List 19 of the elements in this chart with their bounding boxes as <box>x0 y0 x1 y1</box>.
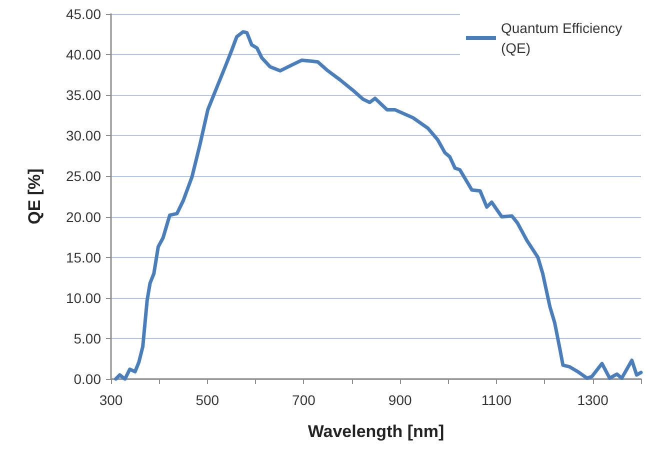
x-tick-label: 300 <box>99 392 123 408</box>
y-tick-label: 35.00 <box>66 87 102 104</box>
y-tick-label: 20.00 <box>66 208 102 225</box>
legend-label: Quantum Efficiency (QE) <box>501 20 626 56</box>
y-tick-label: 45.00 <box>66 6 102 22</box>
y-tick-label: 10.00 <box>66 290 102 306</box>
y-axis-title: QE [%] <box>25 168 44 224</box>
x-tick-label: 900 <box>388 392 412 408</box>
y-tick-label: 5.00 <box>74 330 102 346</box>
y-tick-label: 15.00 <box>66 249 102 266</box>
x-axis-title: Wavelength [nm] <box>308 422 444 441</box>
y-tick-label: 0.00 <box>74 371 102 387</box>
y-tick-label: 40.00 <box>66 46 102 63</box>
y-tick-label: 30.00 <box>66 128 102 144</box>
x-tick-label: 500 <box>196 392 220 408</box>
y-tick-label: 25.00 <box>66 168 102 184</box>
x-tick-label: 1100 <box>481 392 512 408</box>
x-tick-label: 1300 <box>577 392 609 408</box>
x-tick-label: 700 <box>292 392 316 408</box>
